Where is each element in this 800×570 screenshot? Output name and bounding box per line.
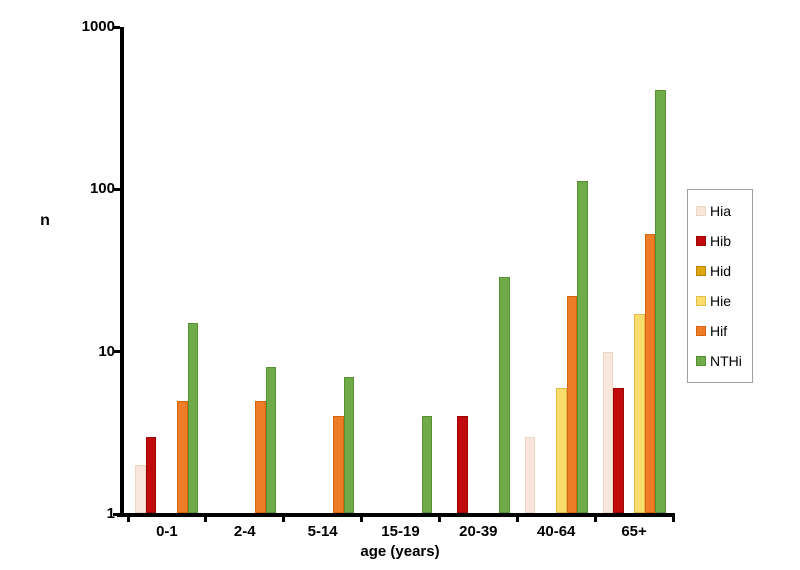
y-tick-mark xyxy=(113,350,120,354)
bar-nthi-40-64 xyxy=(577,181,588,513)
x-axis-title: age (years) xyxy=(360,543,440,560)
bar-hib-0-1 xyxy=(145,436,157,513)
legend-item-hif: Hif xyxy=(696,324,752,338)
bar-hia-65+ xyxy=(602,351,614,513)
legend-label-hib: Hib xyxy=(710,233,732,249)
legend-swatch-hif xyxy=(696,326,706,336)
bar-hib-65+ xyxy=(613,387,624,513)
legend-label-hif: Hif xyxy=(710,323,728,339)
bar-nthi-15-19 xyxy=(421,416,432,513)
legend-label-hia: Hia xyxy=(710,203,732,219)
x-tick-mark xyxy=(360,513,364,522)
x-category-label: 0-1 xyxy=(156,523,178,540)
bar-hie-40-64 xyxy=(556,387,567,513)
x-axis-line xyxy=(117,513,675,517)
x-category-label: 15-19 xyxy=(381,523,420,540)
y-axis-title: n xyxy=(40,212,50,229)
y-tick-mark xyxy=(113,25,120,29)
x-category-label: 2-4 xyxy=(233,523,256,540)
legend-swatch-hib xyxy=(696,236,706,246)
legend-item-hid: Hid xyxy=(696,264,752,278)
y-tick-label: 100 xyxy=(89,180,115,198)
bar-hia-0-1 xyxy=(135,465,146,513)
y-tick-label: 10 xyxy=(98,342,115,360)
legend-swatch-hia xyxy=(696,206,706,216)
y-tick-mark xyxy=(113,187,120,191)
y-tick-label: 1000 xyxy=(81,18,115,36)
x-tick-mark xyxy=(126,513,130,522)
x-category-label: 5-14 xyxy=(307,523,338,540)
legend-label-hie: Hie xyxy=(710,293,732,309)
legend-item-hib: Hib xyxy=(696,234,752,248)
y-axis-line xyxy=(120,27,124,517)
x-tick-mark xyxy=(515,513,519,522)
x-category-label: 40-64 xyxy=(537,523,576,540)
bar-hif-0-1 xyxy=(177,400,188,513)
legend-swatch-hie xyxy=(696,296,706,306)
x-tick-mark xyxy=(282,513,286,522)
legend-item-hie: Hie xyxy=(696,294,752,308)
bar-hif-40-64 xyxy=(566,296,578,513)
x-tick-mark xyxy=(204,513,208,522)
legend: Hia Hib Hid Hie Hif NTHi xyxy=(687,189,753,383)
x-category-label: 65+ xyxy=(621,523,647,540)
x-category-label: 20-39 xyxy=(459,523,498,540)
bar-hif-5-14 xyxy=(333,416,344,513)
bar-nthi-5-14 xyxy=(343,376,355,513)
legend-swatch-hid xyxy=(696,266,706,276)
bar-nthi-2-4 xyxy=(265,367,277,513)
bar-hie-65+ xyxy=(634,314,645,513)
y-tick-label: 1 xyxy=(106,505,115,522)
legend-item-nthi: NTHi xyxy=(696,354,752,368)
bar-nthi-20-39 xyxy=(499,276,510,513)
x-tick-mark xyxy=(437,513,441,522)
legend-item-hia: Hia xyxy=(696,204,752,218)
bar-nthi-0-1 xyxy=(187,323,199,513)
x-tick-mark xyxy=(593,513,597,522)
y-tick-mark xyxy=(113,512,120,516)
bar-hif-2-4 xyxy=(255,400,266,513)
bar-nthi-65+ xyxy=(655,89,666,513)
x-tick-mark xyxy=(671,513,675,522)
legend-label-nthi: NTHi xyxy=(710,353,742,369)
legend-label-hid: Hid xyxy=(710,263,732,279)
bar-hia-40-64 xyxy=(524,436,536,513)
bar-hib-20-39 xyxy=(457,416,468,513)
legend-swatch-nthi xyxy=(696,356,706,366)
bar-hif-65+ xyxy=(644,234,656,513)
